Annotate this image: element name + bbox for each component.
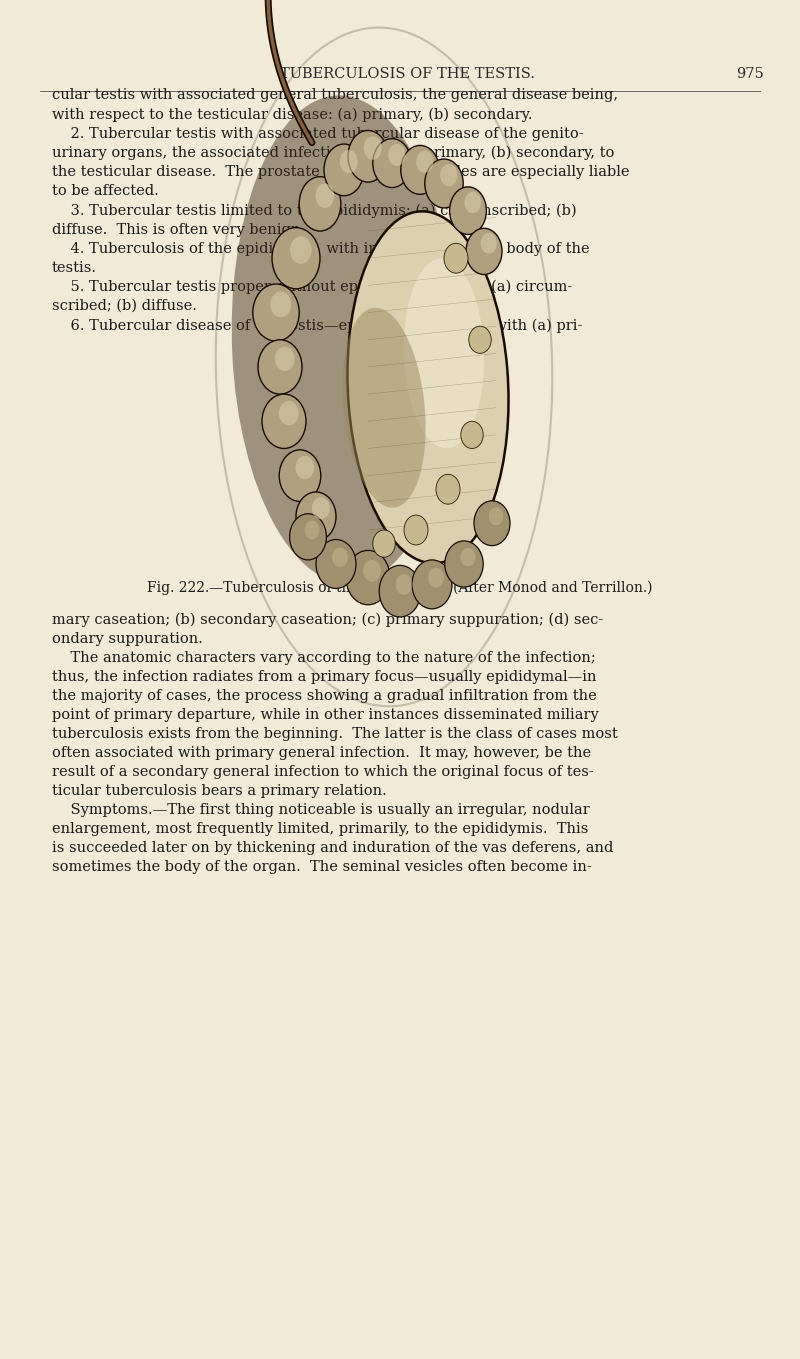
Ellipse shape: [489, 507, 503, 526]
Ellipse shape: [262, 394, 306, 448]
Ellipse shape: [396, 573, 412, 595]
Ellipse shape: [450, 186, 486, 234]
Text: TUBERCULOSIS OF THE TESTIS.: TUBERCULOSIS OF THE TESTIS.: [280, 67, 535, 80]
Ellipse shape: [340, 149, 358, 174]
Ellipse shape: [296, 492, 336, 541]
Ellipse shape: [342, 307, 426, 508]
Ellipse shape: [279, 401, 298, 425]
Ellipse shape: [312, 497, 330, 519]
Ellipse shape: [299, 177, 341, 231]
Ellipse shape: [445, 541, 483, 587]
Ellipse shape: [364, 136, 382, 160]
Ellipse shape: [363, 560, 381, 582]
Ellipse shape: [474, 501, 510, 545]
Ellipse shape: [272, 227, 320, 289]
Ellipse shape: [460, 548, 476, 567]
Ellipse shape: [275, 347, 294, 371]
Ellipse shape: [440, 164, 458, 186]
Ellipse shape: [412, 560, 452, 609]
Ellipse shape: [404, 515, 428, 545]
Ellipse shape: [388, 144, 406, 166]
Ellipse shape: [270, 292, 291, 317]
Ellipse shape: [466, 228, 502, 275]
Ellipse shape: [332, 548, 348, 567]
Ellipse shape: [346, 550, 390, 605]
Ellipse shape: [315, 183, 334, 208]
Ellipse shape: [428, 568, 444, 587]
Ellipse shape: [258, 340, 302, 394]
Ellipse shape: [373, 530, 395, 557]
Ellipse shape: [465, 192, 481, 213]
Ellipse shape: [461, 421, 483, 448]
Ellipse shape: [481, 232, 497, 254]
Ellipse shape: [290, 514, 326, 560]
Ellipse shape: [444, 243, 468, 273]
Ellipse shape: [401, 145, 439, 194]
Text: mary caseation; (b) secondary caseation; (c) primary suppuration; (d) sec-
ondar: mary caseation; (b) secondary caseation;…: [52, 613, 618, 874]
Ellipse shape: [469, 326, 491, 353]
Ellipse shape: [316, 540, 356, 588]
Ellipse shape: [232, 95, 456, 584]
Text: Fig. 222.—Tuberculosis of the epididymis.  (After Monod and Terrillon.): Fig. 222.—Tuberculosis of the epididymis…: [147, 582, 653, 595]
Ellipse shape: [404, 258, 484, 448]
Ellipse shape: [436, 474, 460, 504]
Ellipse shape: [279, 450, 321, 501]
Ellipse shape: [253, 284, 299, 341]
Ellipse shape: [416, 151, 434, 173]
Text: 975: 975: [736, 67, 764, 80]
Ellipse shape: [295, 455, 314, 480]
Ellipse shape: [348, 130, 388, 182]
Ellipse shape: [290, 236, 312, 264]
Ellipse shape: [347, 212, 509, 563]
Ellipse shape: [379, 565, 421, 617]
Text: cular testis with associated general tuberculosis, the general disease being,
wi: cular testis with associated general tub…: [52, 88, 630, 333]
Ellipse shape: [305, 520, 319, 540]
Ellipse shape: [373, 139, 411, 188]
Ellipse shape: [324, 144, 364, 196]
Ellipse shape: [425, 159, 463, 208]
